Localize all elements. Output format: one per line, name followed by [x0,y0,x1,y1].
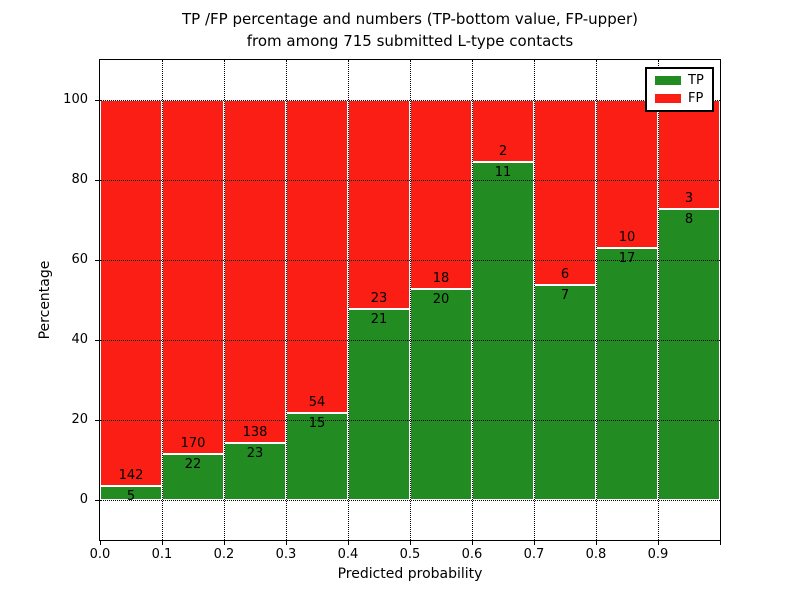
bar-segment-tp [162,454,224,500]
x-tick-label: 0.3 [275,547,297,562]
bar-label-tp-count: 7 [560,287,570,303]
y-tick-mark [95,420,99,421]
vertical-gridline [224,60,225,540]
vertical-gridline [410,60,411,540]
y-tick-label: 20 [71,412,88,427]
bar-label-tp-count: 20 [432,292,450,308]
legend-swatch-tp [655,76,681,85]
x-tick-label: 0.6 [461,547,483,562]
vertical-gridline [162,60,163,540]
bar-segment-tp [100,486,162,500]
y-tick-label: 60 [71,252,88,267]
x-tick-mark [100,541,101,545]
vertical-gridline [286,60,287,540]
x-tick-label: 0.5 [399,547,421,562]
y-tick-label: 40 [71,332,88,347]
bar-segment-tp [658,209,720,500]
bars-layer [100,60,720,540]
y-tick-mark [95,500,99,501]
legend-entry-fp: FP [655,92,704,105]
bar-label-tp-count: 8 [684,212,694,228]
x-axis-label: Predicted probability [337,566,483,582]
x-tick-label: 0.4 [337,547,359,562]
plot-area: 142 5 170 22 138 23 54 15 23 21 18 20 2 11 6 7 10 17 3 8 [99,59,721,541]
x-tick-label: 0.1 [151,547,173,562]
bar-segment-fp [162,100,224,455]
x-tick-mark [410,541,411,545]
bar-label-fp-count: 54 [308,395,326,411]
y-tick-label: 100 [63,92,88,107]
legend-swatch-fp [655,94,681,103]
y-axis-label: Percentage [37,260,53,340]
bar-label-fp-count: 18 [432,271,450,287]
x-tick-mark [162,541,163,545]
bar-label-tp-count: 21 [370,312,388,328]
bar-segment-fp [534,100,596,285]
vertical-gridline [472,60,473,540]
bar-label-fp-count: 23 [370,291,388,307]
chart-title-line2: from among 715 submitted L-type contacts [246,32,574,50]
chart-title-line1: TP /FP percentage and numbers (TP-bottom… [182,10,638,28]
x-tick-label: 0.2 [213,547,235,562]
bar-label-fp-count: 138 [242,424,268,440]
bar-segment-fp [100,100,162,487]
legend-entry-tp: TP [655,74,704,87]
bar-segment-tp [472,161,534,500]
vertical-gridline [348,60,349,540]
x-tick-mark [596,541,597,545]
bar-label-fp-count: 6 [560,266,570,282]
bar-label-fp-count: 10 [618,230,636,246]
legend-label-tp: TP [688,73,704,88]
x-tick-mark [534,541,535,545]
x-tick-label: 0.7 [523,547,545,562]
y-tick-mark [95,340,99,341]
bar-labels-layer: 142 5 170 22 138 23 54 15 23 21 18 20 2 11 6 7 10 17 3 8 [100,60,720,540]
x-tick-mark [658,541,659,545]
vertical-gridline [596,60,597,540]
x-tick-mark [720,541,721,545]
bar-segment-fp [348,100,410,310]
x-tick-label: 0.8 [585,547,607,562]
vertical-gridline [658,60,659,540]
bar-segment-tp [410,289,472,500]
x-tick-mark [286,541,287,545]
x-tick-mark [224,541,225,545]
bar-label-tp-count: 22 [184,457,202,473]
bar-label-tp-count: 17 [618,251,636,267]
bar-label-fp-count: 170 [180,436,206,452]
bar-segment-fp [596,100,658,249]
bar-label-tp-count: 23 [246,445,264,461]
legend: TP FP [645,67,714,112]
y-tick-label: 0 [79,492,88,507]
x-tick-label: 0.9 [647,547,669,562]
bar-label-fp-count: 3 [684,191,694,207]
vertical-gridline [534,60,535,540]
bar-segment-tp [534,284,596,500]
chart-title: TP /FP percentage and numbers (TP-bottom… [100,8,720,52]
bar-label-tp-count: 5 [126,489,136,505]
y-tick-mark [95,260,99,261]
y-tick-mark [95,180,99,181]
y-tick-mark [95,100,99,101]
x-tick-label: 0.0 [89,547,111,562]
bar-label-tp-count: 11 [494,164,512,180]
bar-label-tp-count: 15 [308,416,326,432]
bar-label-fp-count: 142 [118,468,144,484]
y-tick-label: 80 [71,172,88,187]
x-tick-mark [472,541,473,545]
x-tick-mark [348,541,349,545]
bar-segment-fp [286,100,348,414]
legend-label-fp: FP [688,91,704,106]
grid-layer [100,60,720,540]
bar-label-fp-count: 2 [498,143,508,159]
